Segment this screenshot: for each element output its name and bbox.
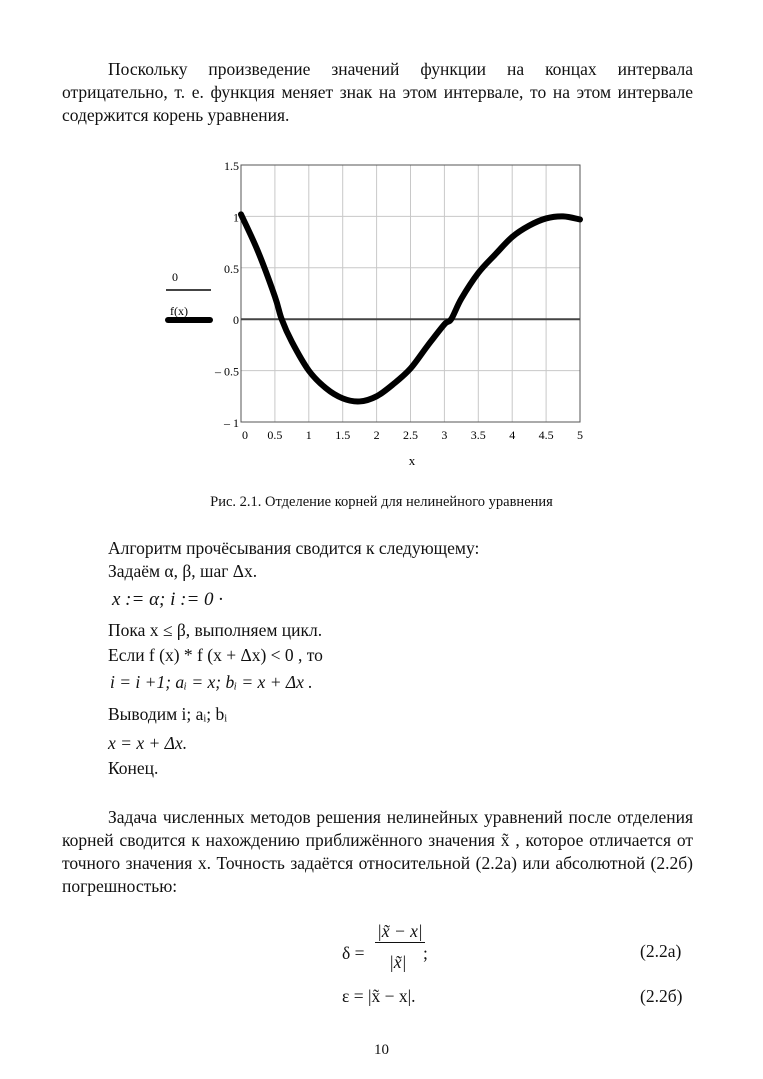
y-tick-label: 0	[233, 313, 239, 327]
y-tick-label: 1	[233, 210, 239, 224]
x-tick-label: 2	[374, 428, 380, 442]
x-tick-label: 4.5	[539, 428, 554, 442]
series-fx-curve	[238, 211, 583, 405]
page-number: 10	[374, 1042, 389, 1058]
y-tick-label: – 1	[223, 416, 239, 430]
equation-absolute-error: ε = |x̃ − x|.	[342, 986, 416, 1006]
x-tick-label: 2.5	[403, 428, 418, 442]
x-tick-label: 3.5	[471, 428, 486, 442]
algorithm-line: Если f (x) * f (x + Δx) < 0 , то	[108, 645, 323, 665]
plot-frame	[240, 164, 581, 423]
legend-label-fx: f(x)	[170, 304, 188, 318]
equation-relative-error-lhs: δ =	[342, 943, 365, 963]
x-tick-label: 1.5	[335, 428, 350, 442]
figure-caption: Рис. 2.1. Отделение корней для нелинейно…	[210, 494, 553, 510]
legend-label-zero: 0	[172, 270, 178, 284]
x-tick-label: 4	[509, 428, 515, 442]
algorithm-line: Выводим i; aᵢ; bᵢ	[108, 704, 228, 724]
algorithm-line: Задаём α, β, шаг Δx.	[108, 561, 258, 581]
algorithm-line: x = x + Δx.	[108, 733, 188, 753]
x-tick-label: 5	[577, 428, 583, 442]
y-tick-label: – 0.5	[214, 365, 239, 379]
x-axis-label: x	[409, 453, 416, 468]
x-tick-label: 3	[441, 428, 447, 442]
algorithm-line: x := α; i := 0 ·	[112, 589, 224, 610]
equation-relative-error-denominator: |x̃|	[389, 952, 407, 972]
equation-semicolon: ;	[423, 943, 428, 963]
algorithm-line: Пока x ≤ β, выполняем цикл.	[108, 620, 323, 640]
algorithm-line: Конец.	[108, 758, 159, 778]
y-tick-label: 1.5	[224, 159, 239, 173]
x-tick-label: 0	[242, 428, 248, 442]
root-separation-chart: 0 0.5 1 1.5 2 2.5 3 3.5 4 4.5 51.510.50– 0.5– 1 x …	[165, 159, 583, 468]
x-tick-label: 1	[306, 428, 312, 442]
paragraph-intro: Поскольку произведение значений функции …	[62, 59, 693, 125]
algorithm-line: i = i +1; aᵢ = x; bᵢ = x + Δx .	[110, 672, 313, 692]
x-tick-label: 0.5	[267, 428, 282, 442]
equation-relative-error-numerator: |x̃ − x|	[375, 921, 425, 943]
paragraph-accuracy: Задача численных методов решения нелиней…	[62, 807, 693, 896]
algorithm-line: Алгоритм прочёсывания сводится к следующ…	[108, 538, 480, 558]
y-tick-label: 0.5	[224, 262, 239, 276]
equation-label: (2.2а)	[640, 941, 682, 961]
equation-label: (2.2б)	[640, 986, 683, 1006]
